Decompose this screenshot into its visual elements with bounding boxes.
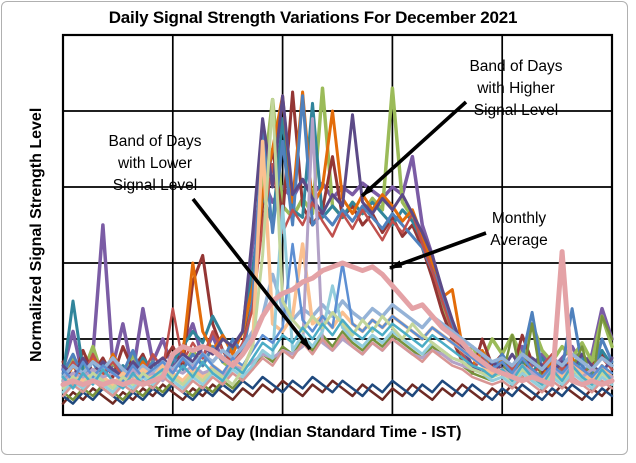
annotation-arrows	[191, 100, 487, 351]
y-axis-label: Normalized Signal Strength Level	[28, 107, 45, 362]
annotation-monthly-average: Monthly Average	[490, 210, 548, 249]
annotation-higher-band: Band of Days with Higher Signal Level	[469, 58, 563, 119]
arrow-higher-band	[360, 100, 468, 198]
series-day-17	[61, 242, 614, 383]
arrow-monthly-average	[388, 231, 487, 270]
series-day-19	[61, 318, 614, 390]
x-axis-label: Time of Day (Indian Standard Time - IST)	[154, 424, 462, 441]
chart-title: Daily Signal Strength Variations For Dec…	[108, 8, 518, 27]
arrow-lower-band	[191, 197, 312, 351]
series-day-10	[61, 375, 614, 405]
annotation-lower-band: Band of Days with Lower Signal Level	[108, 133, 202, 194]
series-monthly-average	[60, 249, 615, 388]
series-lines	[60, 86, 615, 405]
series-day-09	[61, 379, 614, 405]
